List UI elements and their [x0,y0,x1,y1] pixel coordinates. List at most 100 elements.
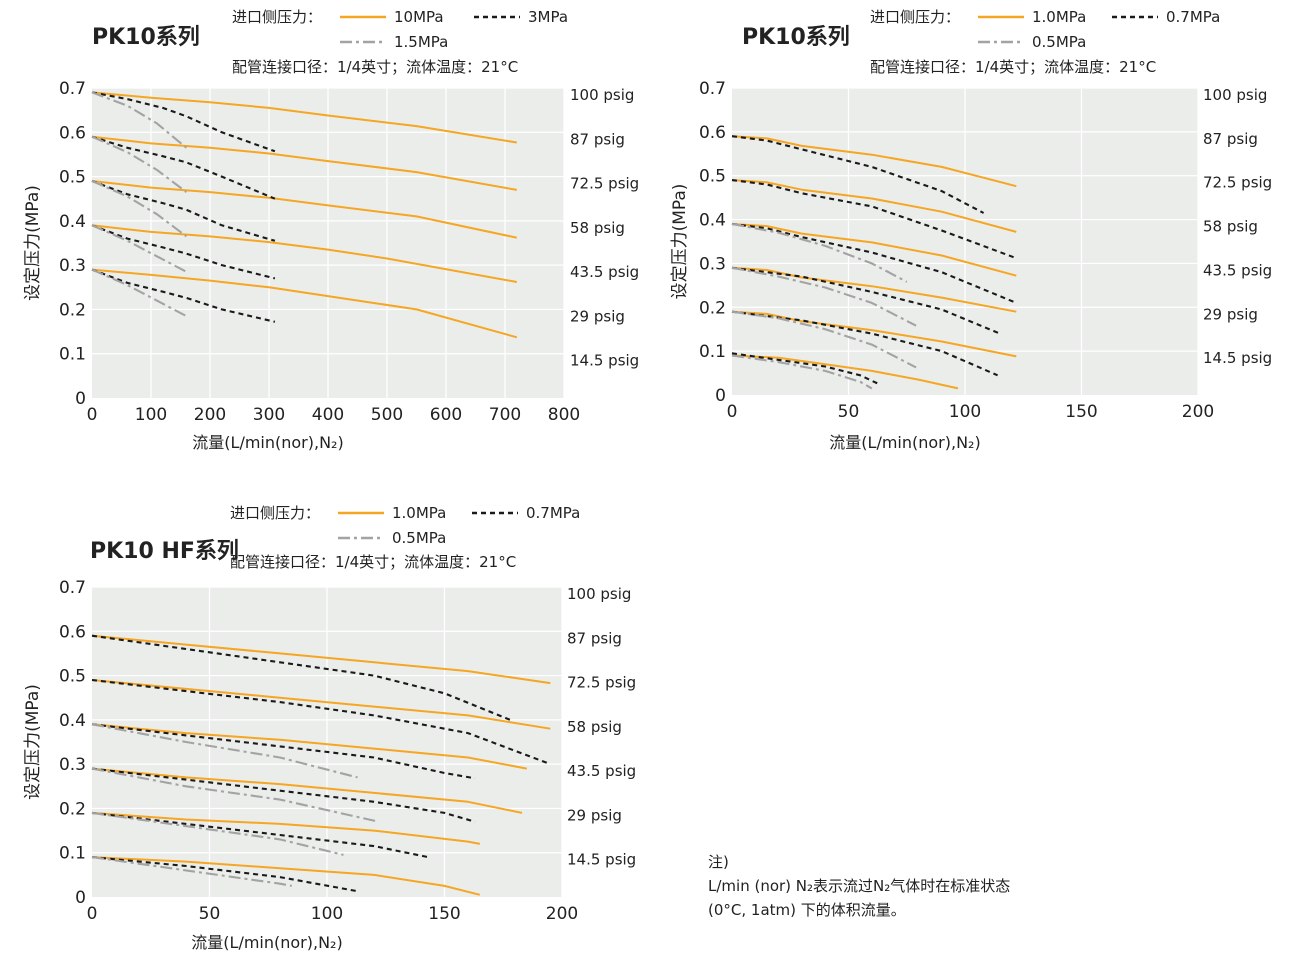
chart-pk10-wide: 0 0.1 0.2 0.3 0.4 0.5 0.6 0.7 0 100 200 300 400 500 60… [0,0,650,470]
legend-entry: 1.0MPa [1032,8,1086,26]
footnote-line-1: 注) [708,853,729,871]
psig-label: 29 psig [1203,305,1258,323]
series-curve-0.5MPa [91,811,344,856]
x-axis-label: 流量(L/min(nor),N₂) [191,933,342,952]
y-tick-label: 0.5 [699,167,726,187]
x-axis-label: 流量(L/min(nor),N₂) [192,433,343,452]
y-tick-label: 0.3 [59,256,86,276]
psig-label: 14.5 psig [570,352,639,370]
y-tick-label: 0.1 [699,342,726,362]
legend-heading: 进口侧压力： [230,504,320,522]
series-curve-0.7MPa [91,856,358,893]
y-tick-label: 0.4 [59,212,86,232]
series-curve-3MPa [91,268,276,323]
legend-entry: 10MPa [394,8,444,26]
x-tick-label: 100 [949,402,981,422]
y-tick-label: 0 [715,386,726,406]
x-tick-label: 200 [1182,402,1214,422]
series-curve-0.5MPa [91,767,379,823]
x-tick-label: 0 [87,904,98,924]
psig-label: 43.5 psig [1203,261,1272,279]
chart-pk10-hf: 0 0.1 0.2 0.3 0.4 0.5 0.6 0.7 0 50 100 150 200 100 ps… [0,495,650,958]
series-curve-10MPa [91,180,518,239]
x-tick-label: 0 [87,405,98,425]
x-tick-label: 800 [548,405,580,425]
series-curve-0.7MPa [731,222,1017,304]
series-curve-1.0MPa [91,723,527,770]
chart-subtitle: 配管连接口径：1/4英寸；流体温度：21°C [870,58,1156,76]
psig-label: 72.5 psig [567,674,636,692]
y-tick-label: 0.5 [59,667,86,687]
x-tick-label: 50 [199,904,221,924]
series-curve-1.0MPa [91,679,551,730]
psig-label: 58 psig [570,219,625,237]
psig-label: 58 psig [1203,218,1258,236]
y-tick-label: 0.3 [59,755,86,775]
legend-entry: 1.0MPa [392,504,446,522]
y-tick-label: 0.2 [59,300,86,320]
x-axis-label: 流量(L/min(nor),N₂) [829,433,980,452]
y-tick-label: 0.7 [699,79,726,99]
series-curve-1.0MPa [731,223,1017,277]
x-tick-label: 700 [489,405,521,425]
x-tick-label: 200 [194,405,226,425]
x-tick-label: 100 [135,405,167,425]
chart-title: PK10 HF系列 [90,539,239,564]
x-tick-label: 100 [311,904,343,924]
series-curve-1.5MPa [91,224,187,273]
x-tick-label: 150 [428,904,460,924]
psig-label: 43.5 psig [570,263,639,281]
legend-entry: 0.5MPa [1032,33,1086,51]
series-curve-3MPa [91,135,276,200]
y-tick-label: 0.2 [59,799,86,819]
legend-entry: 3MPa [528,8,568,26]
legend-entry: 1.5MPa [394,33,448,51]
x-tick-label: 200 [546,904,578,924]
series-curve-0.7MPa [731,266,1001,335]
series-curve-0.7MPa [731,179,1017,260]
chart-subtitle: 配管连接口径：1/4英寸；流体温度：21°C [230,553,516,571]
psig-label: 14.5 psig [1203,349,1272,367]
y-tick-label: 0.1 [59,844,86,864]
x-tick-label: 600 [430,405,462,425]
series-curve-1.0MPa [731,266,1017,313]
x-tick-label: 500 [371,405,403,425]
y-tick-label: 0.4 [699,211,726,231]
y-tick-label: 0.7 [59,578,86,598]
chart-title: PK10系列 [742,25,850,50]
series-curve-3MPa [91,91,276,153]
psig-label: 100 psig [1203,86,1267,104]
psig-label: 87 psig [1203,130,1258,148]
series-curve-10MPa [91,268,518,339]
series-curve-1.0MPa [731,310,1017,358]
psig-label: 87 psig [570,130,625,148]
series-curve-0.5MPa [91,723,358,779]
chart-pk10-low-flow: 0 0.1 0.2 0.3 0.4 0.5 0.6 0.7 0 50 100 150 200 100 ps… [650,0,1305,470]
series-curve-0.5MPa [731,266,917,327]
x-tick-label: 0 [727,402,738,422]
psig-label: 43.5 psig [567,762,636,780]
psig-label: 58 psig [567,718,622,736]
chart-title: PK10系列 [92,25,200,50]
legend-heading: 进口侧压力： [232,8,322,26]
series-curve-10MPa [91,135,517,191]
legend-heading: 进口侧压力： [870,8,960,26]
y-tick-label: 0.4 [59,711,86,731]
y-tick-label: 0 [75,389,86,409]
footnote-line-3: (0°C, 1atm) 下的体积流量。 [708,901,906,919]
series-curve-1.0MPa [91,767,523,814]
series-curve-3MPa [91,180,276,242]
series-curve-0.5MPa [731,310,917,369]
series-curve-0.7MPa [91,811,429,859]
series-curve-10MPa [91,224,517,283]
series-curve-1.0MPa [91,634,551,685]
y-tick-label: 0.6 [59,123,86,143]
chart-svg: 0 0.1 0.2 0.3 0.4 0.5 0.6 0.7 0 50 100 150 200 100 ps… [670,8,1272,452]
y-tick-label: 0.6 [699,123,726,143]
psig-label: 29 psig [567,806,622,824]
y-tick-label: 0.7 [59,79,86,99]
series-curve-3MPa [91,224,276,280]
footnote: 注) L/min (nor) N₂表示流过N₂气体时在标准状态 (0°C, 1a… [708,850,1010,922]
series-curve-0.7MPa [91,723,476,780]
series-curve-0.7MPa [91,767,476,823]
